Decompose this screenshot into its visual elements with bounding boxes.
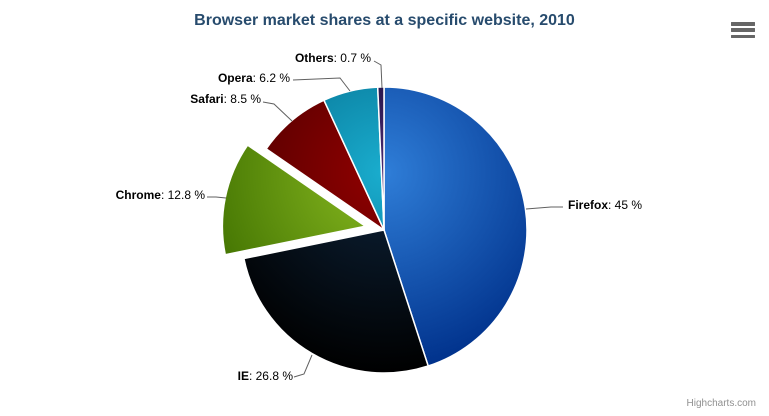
data-label-others: Others: 0.7 %: [295, 52, 371, 65]
data-label-name: IE: [237, 369, 249, 383]
data-label-safari: Safari: 8.5 %: [190, 93, 261, 106]
pie-slice-others[interactable]: [376, 86, 385, 231]
data-label-value: : 26.8 %: [248, 369, 293, 383]
credits-link[interactable]: Highcharts.com: [686, 398, 756, 409]
context-menu-button[interactable]: [730, 20, 756, 40]
label-connector: [292, 77, 351, 92]
data-label-name: Firefox: [568, 198, 609, 212]
label-connector: [373, 60, 383, 89]
label-connector: [525, 206, 563, 210]
label-connector: [262, 101, 293, 122]
hamburger-icon: [731, 22, 755, 26]
pie-slice-ie[interactable]: [243, 229, 429, 374]
data-label-name: Chrome: [115, 188, 161, 202]
label-connector: [207, 196, 227, 199]
data-label-firefox: Firefox: 45 %: [568, 199, 642, 212]
data-label-value: : 8.5 %: [223, 92, 261, 106]
hamburger-icon: [731, 34, 755, 38]
data-label-chrome: Chrome: 12.8 %: [116, 189, 205, 202]
data-label-name: Others: [294, 51, 334, 65]
chart-title: Browser market shares at a specific webs…: [194, 12, 575, 29]
data-label-value: : 45 %: [608, 198, 643, 212]
data-label-ie: IE: 26.8 %: [238, 370, 293, 383]
data-label-value: : 6.2 %: [252, 71, 290, 85]
data-label-value: : 0.7 %: [333, 51, 371, 65]
data-label-name: Opera: [217, 71, 253, 85]
pie-slice-firefox[interactable]: [383, 86, 528, 367]
data-label-value: : 12.8 %: [160, 188, 205, 202]
data-label-opera: Opera: 6.2 %: [218, 72, 290, 85]
label-connector: [293, 354, 313, 378]
data-label-name: Safari: [190, 92, 224, 106]
hamburger-icon: [731, 28, 755, 32]
